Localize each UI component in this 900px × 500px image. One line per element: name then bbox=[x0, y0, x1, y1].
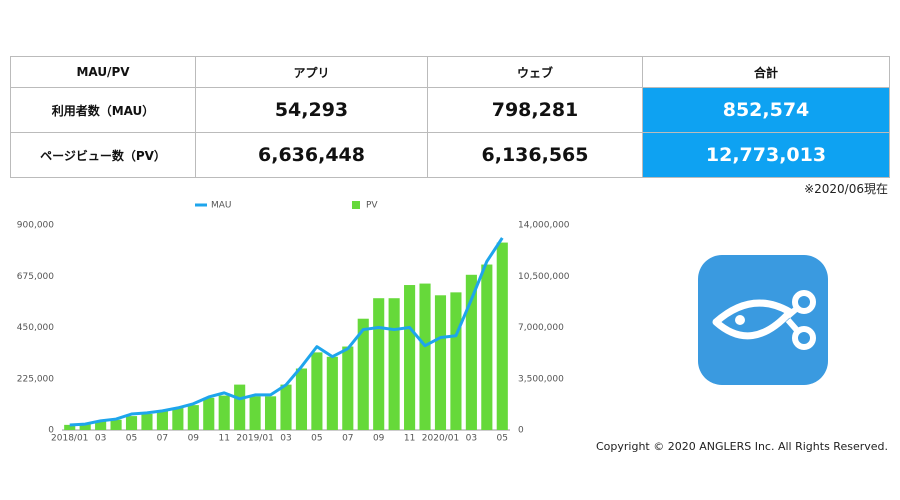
row-label: 利用者数（MAU） bbox=[10, 87, 196, 133]
x-tick-label: 03 bbox=[466, 434, 477, 444]
y-tick-label: 225,000 bbox=[17, 374, 54, 384]
x-tick-label: 2018/01 bbox=[51, 434, 88, 444]
bar bbox=[450, 292, 462, 430]
note: ※2020/06現在 bbox=[804, 182, 888, 196]
x-tick-label: 2019/01 bbox=[236, 434, 273, 444]
bar bbox=[156, 410, 168, 430]
y2-tick-label: 3,500,000 bbox=[518, 374, 564, 384]
bar bbox=[218, 395, 230, 430]
legend-label: MAU bbox=[211, 201, 232, 211]
y2-tick-label: 0 bbox=[518, 426, 524, 436]
header-cell: 合計 bbox=[642, 56, 890, 88]
x-tick-label: 05 bbox=[497, 434, 508, 444]
bar bbox=[141, 413, 153, 430]
bar bbox=[481, 264, 493, 430]
bar bbox=[234, 384, 246, 430]
x-tick-label: 09 bbox=[188, 434, 200, 444]
bar bbox=[203, 397, 215, 430]
cell: 6,136,565 bbox=[427, 132, 643, 178]
y2-tick-label: 7,000,000 bbox=[518, 323, 564, 333]
cell: 54,293 bbox=[195, 87, 428, 133]
bar bbox=[110, 419, 122, 430]
bar bbox=[187, 405, 199, 430]
bar bbox=[79, 424, 91, 430]
legend-swatch bbox=[352, 201, 360, 209]
x-tick-label: 2020/01 bbox=[422, 434, 459, 444]
bar bbox=[125, 416, 138, 430]
bar bbox=[419, 283, 431, 430]
bar bbox=[465, 274, 477, 430]
stats-table: MAU/PV アプリ ウェブ 合計 利用者数（MAU） 54,293 798,2… bbox=[10, 56, 890, 178]
row-label: ページビュー数（PV） bbox=[10, 132, 196, 178]
y2-tick-label: 14,000,000 bbox=[518, 221, 570, 231]
bar bbox=[95, 421, 107, 430]
y-tick-label: 0 bbox=[48, 426, 54, 436]
bar bbox=[326, 356, 338, 430]
bar bbox=[311, 352, 323, 430]
total-cell: 12,773,013 bbox=[642, 132, 890, 178]
copyright: Copyright © 2020 ANGLERS Inc. All Rights… bbox=[596, 440, 888, 453]
bar bbox=[172, 408, 184, 430]
x-tick-label: 07 bbox=[157, 434, 168, 444]
x-tick-label: 09 bbox=[373, 434, 385, 444]
x-tick-label: 05 bbox=[311, 434, 322, 444]
bar bbox=[496, 242, 508, 430]
bar bbox=[280, 384, 292, 430]
header-cell: MAU/PV bbox=[10, 56, 196, 88]
bar bbox=[249, 396, 261, 430]
bar bbox=[434, 295, 447, 430]
total-cell: 852,574 bbox=[642, 87, 890, 133]
y2-tick-label: 10,500,000 bbox=[518, 272, 570, 282]
line bbox=[69, 237, 504, 427]
cell: 6,636,448 bbox=[195, 132, 428, 178]
x-tick-label: 11 bbox=[218, 434, 229, 444]
x-tick-label: 03 bbox=[280, 434, 291, 444]
bar bbox=[295, 368, 308, 430]
bar bbox=[264, 396, 277, 430]
header-cell: アプリ bbox=[195, 56, 428, 88]
bar bbox=[357, 318, 369, 430]
bar bbox=[342, 346, 354, 430]
x-tick-label: 05 bbox=[126, 434, 137, 444]
bar bbox=[404, 285, 416, 430]
bar bbox=[373, 298, 385, 430]
app-logo bbox=[698, 255, 828, 385]
legend-label: PV bbox=[366, 201, 378, 211]
x-tick-label: 07 bbox=[342, 434, 353, 444]
x-tick-label: 11 bbox=[404, 434, 415, 444]
y-tick-label: 450,000 bbox=[17, 323, 54, 333]
bar bbox=[388, 298, 400, 430]
y-tick-label: 675,000 bbox=[17, 272, 54, 282]
cell: 798,281 bbox=[427, 87, 643, 133]
header-cell: ウェブ bbox=[427, 56, 643, 88]
bar bbox=[64, 424, 76, 430]
x-tick-label: 03 bbox=[95, 434, 106, 444]
y-tick-label: 900,000 bbox=[17, 221, 54, 231]
